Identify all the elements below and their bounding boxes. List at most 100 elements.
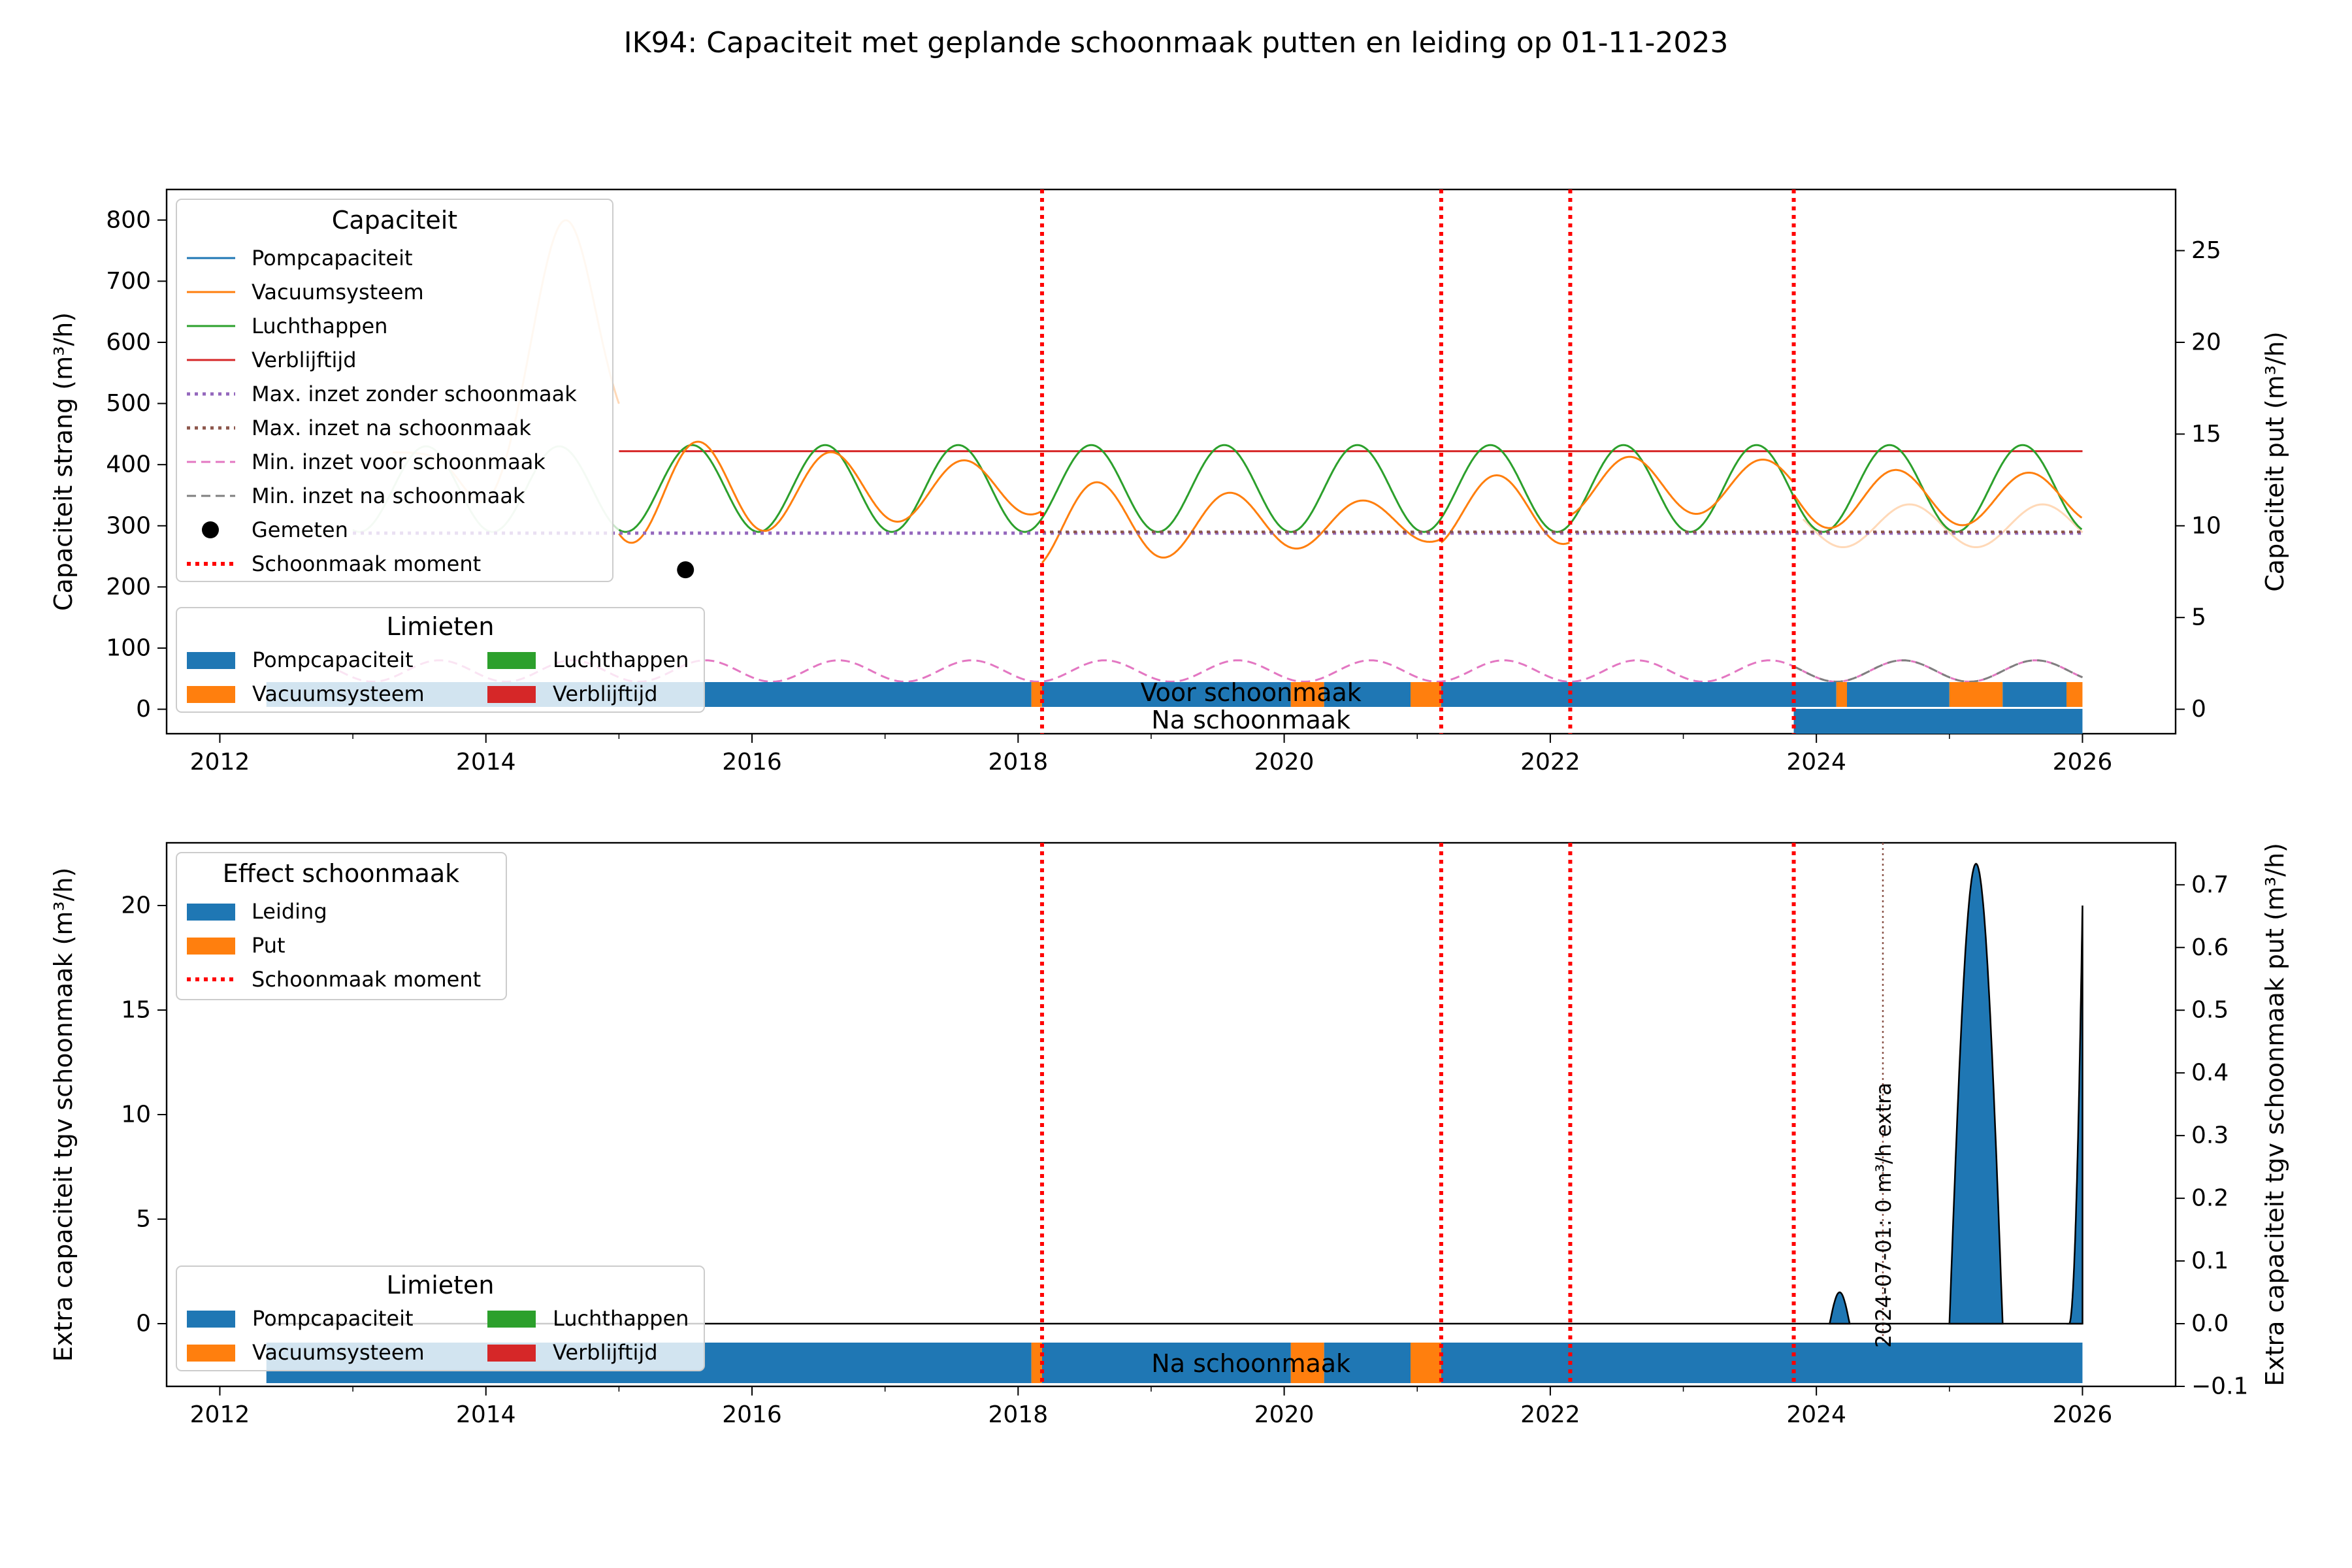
legend-capaciteit-label: Gemeten bbox=[252, 517, 348, 542]
series-leiding-area bbox=[1948, 862, 2004, 1325]
annotation-label: 2024-07-01: 0 m³/h extra bbox=[1871, 1083, 1896, 1348]
legend-limieten-swatch bbox=[187, 1311, 235, 1328]
legend-limieten-swatch bbox=[487, 1345, 536, 1362]
faint-vacuum-line bbox=[1802, 503, 2083, 548]
legend-capaciteit-label: Max. inzet na schoonmaak bbox=[252, 416, 531, 440]
y-right-tick-label: 0 bbox=[2191, 696, 2206, 723]
series-vacuumsysteem-line bbox=[618, 440, 1042, 544]
legend-limieten-swatch bbox=[487, 652, 536, 669]
legend-effect-label: Leiding bbox=[252, 899, 327, 924]
y-right-tick-label: 0.4 bbox=[2191, 1060, 2229, 1086]
y-left-axis-label: Capaciteit strang (m³/h) bbox=[49, 312, 78, 611]
legend-effect-label: Schoonmaak moment bbox=[252, 967, 481, 992]
y-left-tick-label: 10 bbox=[121, 1102, 151, 1128]
limit-bar-na-segment bbox=[1441, 1343, 2083, 1383]
limit-bar-voor-segment bbox=[1031, 682, 1042, 707]
limit-bar-na-segment bbox=[1324, 1343, 1411, 1383]
y-right-tick-label: 0.0 bbox=[2191, 1311, 2229, 1337]
limit-bar-na-segment bbox=[1041, 1343, 1291, 1383]
x-tick-label: 2026 bbox=[2053, 1401, 2113, 1428]
limit-bar-voor-segment bbox=[1324, 682, 1411, 707]
limit-bar-na-segment bbox=[1290, 1343, 1324, 1383]
x-tick-label: 2020 bbox=[1254, 749, 1315, 776]
x-tick-label: 2020 bbox=[1254, 1401, 1315, 1428]
x-tick-label: 2018 bbox=[988, 1401, 1048, 1428]
y-left-tick-label: 5 bbox=[136, 1206, 151, 1233]
legend-capaciteit-label: Schoonmaak moment bbox=[252, 551, 481, 576]
legend-limieten-label: Vacuumsysteem bbox=[252, 681, 425, 706]
x-tick-label: 2016 bbox=[722, 1401, 782, 1428]
y-left-tick-label: 800 bbox=[106, 206, 151, 233]
y-left-tick-label: 400 bbox=[106, 451, 151, 478]
legend-limieten-label: Luchthappen bbox=[553, 647, 689, 672]
legend-limieten-label: Pompcapaciteit bbox=[252, 647, 414, 672]
legend-limieten-label: Vacuumsysteem bbox=[252, 1340, 425, 1365]
legend-capaciteit-label: Vacuumsysteem bbox=[252, 280, 424, 304]
legend-capaciteit-label: Verblijftijd bbox=[252, 348, 357, 372]
y-left-tick-label: 500 bbox=[106, 390, 151, 417]
limit-bar-na-segment bbox=[1031, 1343, 1042, 1383]
series-vacuumsysteem-line bbox=[1569, 455, 1794, 516]
x-tick-label: 2022 bbox=[1520, 749, 1580, 776]
limit-bar-voor-segment bbox=[1411, 682, 1441, 707]
limit-bar-voor-segment bbox=[1836, 682, 1848, 707]
y-left-tick-label: 0 bbox=[136, 696, 151, 723]
y-right-axis-label: Capaciteit put (m³/h) bbox=[2261, 331, 2289, 591]
legend-limieten-title: Limieten bbox=[386, 1271, 494, 1299]
y-left-tick-label: 700 bbox=[106, 268, 151, 295]
series-luchthappen-line bbox=[618, 444, 2083, 533]
series-vacuumsysteem-line bbox=[1440, 474, 1571, 546]
y-right-tick-label: 25 bbox=[2191, 237, 2221, 264]
limit-bar-voor-segment bbox=[1290, 682, 1324, 707]
series-min-na-line bbox=[1793, 659, 2083, 683]
legend-limieten-label: Verblijftijd bbox=[553, 681, 658, 706]
series-vacuumsysteem-line bbox=[1041, 481, 1441, 564]
plot-frame bbox=[165, 188, 2177, 735]
legend-frame bbox=[176, 199, 613, 582]
y-right-tick-label: 15 bbox=[2191, 421, 2221, 448]
x-tick-label: 2024 bbox=[1786, 1401, 1846, 1428]
limit-bar-voor-segment bbox=[1847, 682, 1950, 707]
y-left-tick-label: 600 bbox=[106, 329, 151, 355]
series-leiding-area bbox=[2066, 905, 2083, 1325]
y-right-tick-label: 10 bbox=[2191, 512, 2221, 539]
y-right-tick-label: 0.1 bbox=[2191, 1248, 2229, 1275]
legend-capaciteit-title: Capaciteit bbox=[332, 206, 457, 235]
y-right-tick-label: −0.1 bbox=[2191, 1373, 2248, 1400]
y-left-axis-label: Extra capaciteit tgv schoonmaak (m³/h) bbox=[49, 868, 78, 1362]
limit-bar-voor-segment bbox=[1441, 682, 1837, 707]
legend-capaciteit-label: Luchthappen bbox=[252, 314, 387, 338]
x-tick-label: 2026 bbox=[2053, 749, 2113, 776]
legend-limieten-label: Pompcapaciteit bbox=[252, 1306, 414, 1331]
legend-capaciteit-label: Min. inzet na schoonmaak bbox=[252, 483, 525, 508]
y-right-tick-label: 20 bbox=[2191, 329, 2221, 355]
limit-bar-na-segment bbox=[1411, 1343, 1441, 1383]
limit-bar-voor-segment bbox=[1949, 682, 2003, 707]
x-tick-label: 2022 bbox=[1520, 1401, 1580, 1428]
legend-capaciteit-marker bbox=[202, 521, 219, 538]
limit-bar-voor-segment bbox=[1041, 682, 1291, 707]
legend-limieten-label: Verblijftijd bbox=[553, 1340, 658, 1365]
y-left-tick-label: 100 bbox=[106, 634, 151, 661]
legend-limieten-swatch bbox=[187, 686, 235, 703]
legend-limieten-swatch bbox=[187, 1345, 235, 1362]
legend-limieten-swatch bbox=[187, 652, 235, 669]
series-vacuumsysteem-line bbox=[1793, 468, 2083, 529]
legend-frame bbox=[176, 1266, 705, 1371]
limit-bar-na-label: Na schoonmaak bbox=[1151, 1349, 1350, 1378]
legend-capaciteit-label: Max. inzet zonder schoonmaak bbox=[252, 382, 577, 406]
x-tick-label: 2024 bbox=[1786, 749, 1846, 776]
limit-bar-voor-segment bbox=[2002, 682, 2067, 707]
top-panel: 2012 2014 2016 2018 2020 2022 2024 202601002003… bbox=[49, 188, 2289, 776]
legend-capaciteit-label: Min. inzet voor schoonmaak bbox=[252, 449, 546, 474]
legend-effect-swatch bbox=[187, 904, 235, 921]
legend-limieten-label: Luchthappen bbox=[553, 1306, 689, 1331]
y-left-tick-label: 20 bbox=[121, 892, 151, 919]
y-right-tick-label: 0.7 bbox=[2191, 872, 2229, 898]
series-gemeten-point bbox=[677, 561, 694, 579]
limit-bar-voor-segment bbox=[2066, 682, 2083, 707]
legend-capaciteit-label: Pompcapaciteit bbox=[252, 246, 413, 270]
limit-bar-voor-label: Voor schoonmaak bbox=[1141, 678, 1362, 707]
y-right-tick-label: 0.3 bbox=[2191, 1122, 2229, 1149]
